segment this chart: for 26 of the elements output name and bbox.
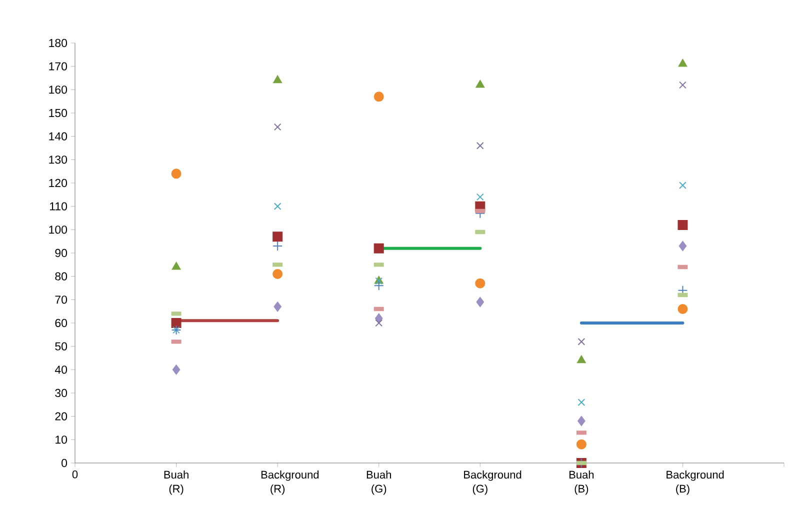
y-tick-label: 30	[55, 388, 68, 398]
y-tick-label: 140	[49, 132, 68, 140]
y-tick-label: 130	[49, 156, 68, 164]
x-tick-label: Background (R)	[261, 470, 319, 495]
y-tick-label: 50	[55, 342, 68, 350]
y-tick-label: 80	[55, 272, 68, 280]
text: 0	[72, 470, 78, 478]
y-tick-label: 160	[49, 86, 68, 94]
y-tick-label: 70	[55, 296, 68, 304]
y-tick-label: 180	[49, 38, 68, 48]
y-tick-label: 20	[55, 412, 68, 420]
y-tick-label: 150	[49, 108, 68, 118]
y-tick-label: 170	[49, 62, 68, 70]
y-tick-label: 90	[55, 248, 68, 258]
y-tick-label: 60	[55, 318, 68, 328]
y-tick-label: 100	[49, 226, 68, 234]
y-tick-label: 40	[54, 366, 68, 374]
x-tick-label: Background (G)	[464, 470, 522, 495]
y-tick-label: 120	[49, 178, 68, 188]
y-tick-label: 0	[62, 458, 68, 468]
y-tick-label: 10	[56, 436, 68, 444]
y-tick-label: 110	[50, 202, 68, 210]
x-tick-label: Buah (G)	[366, 470, 391, 495]
x-tick-label: Background (B)	[666, 470, 724, 495]
x-tick-label: Buah (R)	[164, 470, 188, 495]
x-tick-label: Buah (B)	[569, 470, 594, 495]
